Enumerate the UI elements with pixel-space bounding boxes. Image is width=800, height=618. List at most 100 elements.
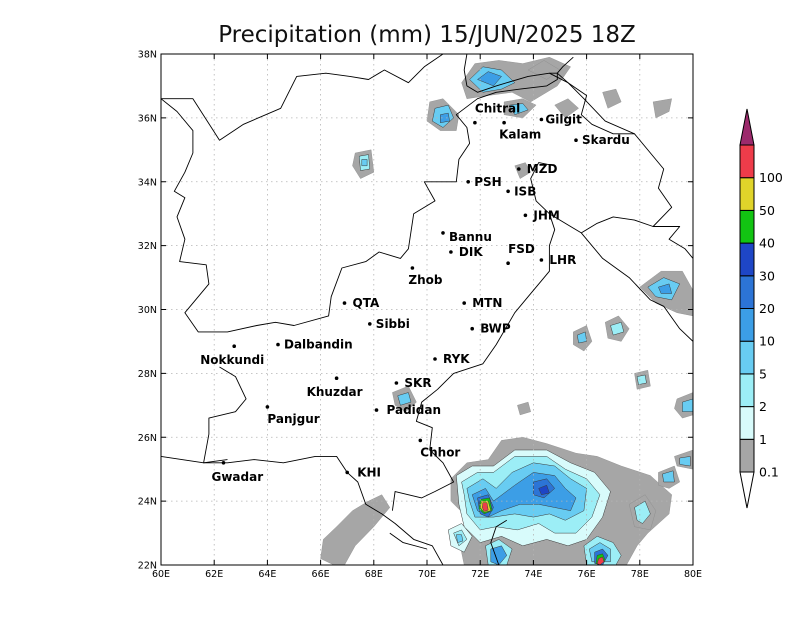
- y-tick-label-22: 22N: [138, 561, 157, 572]
- city-label-isb: ISB: [514, 184, 536, 198]
- rain-area-100-53: [596, 556, 605, 565]
- country-borders: [161, 54, 693, 565]
- city-dot-fsd: [506, 261, 510, 266]
- rain-area-2-26: [636, 374, 647, 385]
- rain-area-2-20: [610, 322, 625, 336]
- border-line-3: [556, 56, 574, 74]
- colorbar-segment-100: [739, 144, 755, 179]
- colorbar-label-100: 100: [759, 170, 783, 185]
- city-dot-skardu: [574, 138, 578, 142]
- city-label-kalam: Kalam: [499, 128, 541, 142]
- x-tick-label-68: 68E: [365, 569, 383, 580]
- city-label-skardu: Skardu: [582, 133, 630, 147]
- rain-area-0p1-15: [514, 162, 531, 179]
- city-label-nokkundi: Nokkundi: [200, 353, 264, 367]
- city-label-bwp: BWP: [480, 322, 511, 336]
- city-dot-qta: [342, 301, 347, 305]
- city-label-skr: SKR: [404, 376, 431, 390]
- rain-area-10-2: [477, 71, 502, 87]
- chart-title: Precipitation (mm) 15/JUN/2025 18Z: [218, 22, 636, 48]
- city-dot-isb: [506, 189, 510, 194]
- city-label-gwadar: Gwadar: [212, 470, 264, 484]
- rain-area-5-22: [577, 331, 587, 344]
- city-dot-jhm: [523, 213, 528, 218]
- rain-area-5-14: [361, 159, 368, 167]
- colorbar-segment-20: [739, 275, 755, 309]
- city-label-khuzdar: Khuzdar: [307, 385, 363, 399]
- rain-area-5-30: [679, 456, 691, 467]
- y-tick-label-28: 28N: [138, 369, 157, 380]
- city-dot-sibbi: [368, 322, 372, 326]
- city-dot-skr: [394, 381, 399, 385]
- border-line-2: [557, 72, 693, 259]
- city-label-padidan: Padidan: [387, 403, 442, 417]
- rain-area-10-48: [490, 545, 508, 565]
- x-tick-label-72: 72E: [471, 569, 489, 580]
- city-dot-bannu: [441, 231, 445, 235]
- border-line-10: [490, 519, 508, 565]
- y-tick-label-26: 26N: [138, 433, 157, 444]
- city-dot-lhr: [539, 258, 544, 262]
- y-tick-label-36: 36N: [138, 113, 157, 124]
- x-tick-label-74: 74E: [524, 569, 542, 580]
- colorbar-label-30: 30: [759, 268, 775, 283]
- city-label-psh: PSH: [474, 175, 501, 189]
- border-line-11: [389, 532, 428, 550]
- city-label-chhor: Chhor: [420, 445, 460, 459]
- colorbar-label-2: 2: [759, 399, 767, 414]
- rain-area-10-6: [440, 112, 450, 123]
- city-dot-mzd: [517, 167, 521, 171]
- colorbar-label-0p1: 0.1: [759, 465, 779, 480]
- y-tick-label-24: 24N: [138, 497, 157, 508]
- rain-area-100-43: [482, 502, 489, 512]
- city-dot-padidan: [374, 408, 379, 412]
- x-tick-label-80: 80E: [684, 569, 702, 580]
- city-label-dik: DIK: [459, 245, 483, 259]
- city-dot-psh: [466, 180, 471, 184]
- city-dot-chhor: [418, 438, 423, 443]
- rain-area-10-18: [658, 283, 672, 294]
- city-dot-zhob: [410, 266, 415, 270]
- city-dot-dik: [449, 250, 453, 254]
- x-tick-label-62: 62E: [205, 569, 223, 580]
- y-tick-label-34: 34N: [138, 177, 157, 188]
- city-dot-kalam: [502, 120, 506, 125]
- x-tick-label-66: 66E: [312, 569, 330, 580]
- rain-area-5-8: [509, 103, 529, 115]
- city-dot-mtn: [462, 301, 467, 305]
- colorbar-label-50: 50: [759, 203, 775, 218]
- x-tick-label-60: 60E: [152, 569, 170, 580]
- rain-area-0p1-10: [602, 88, 622, 109]
- x-tick-label-70: 70E: [418, 569, 436, 580]
- city-dot-chitral: [473, 120, 477, 125]
- city-label-lhr: LHR: [549, 253, 576, 267]
- city-label-gilgit: Gilgit: [545, 113, 582, 127]
- y-tick-label-32: 32N: [138, 241, 157, 252]
- city-dot-khi: [345, 470, 350, 475]
- colorbar-segment-0p1: [739, 438, 755, 473]
- rain-area-0p1-11: [652, 98, 672, 119]
- border-line-4: [549, 72, 635, 135]
- x-tick-label-76: 76E: [578, 569, 596, 580]
- colorbar-label-40: 40: [759, 236, 775, 251]
- border-line-6: [391, 213, 556, 511]
- rain-area-5-57: [662, 470, 675, 483]
- y-tick-label-38: 38N: [138, 50, 157, 61]
- city-label-zhob: Zhob: [408, 273, 442, 287]
- city-label-mtn: MTN: [472, 296, 502, 310]
- city-dot-panjgur: [265, 405, 270, 409]
- colorbar-label-1: 1: [759, 432, 767, 447]
- city-dot-nokkundi: [232, 344, 236, 349]
- city-dot-khuzdar: [334, 376, 339, 381]
- border-line-5: [530, 162, 654, 234]
- y-tick-label-30: 30N: [138, 305, 157, 316]
- rain-area-5-28: [682, 398, 693, 412]
- city-label-jhm: JHM: [532, 208, 559, 222]
- city-label-khi: KHI: [357, 465, 381, 479]
- city-label-mzd: MZD: [527, 162, 558, 176]
- city-dot-dalbandin: [276, 342, 280, 347]
- x-tick-label-64: 64E: [258, 569, 276, 580]
